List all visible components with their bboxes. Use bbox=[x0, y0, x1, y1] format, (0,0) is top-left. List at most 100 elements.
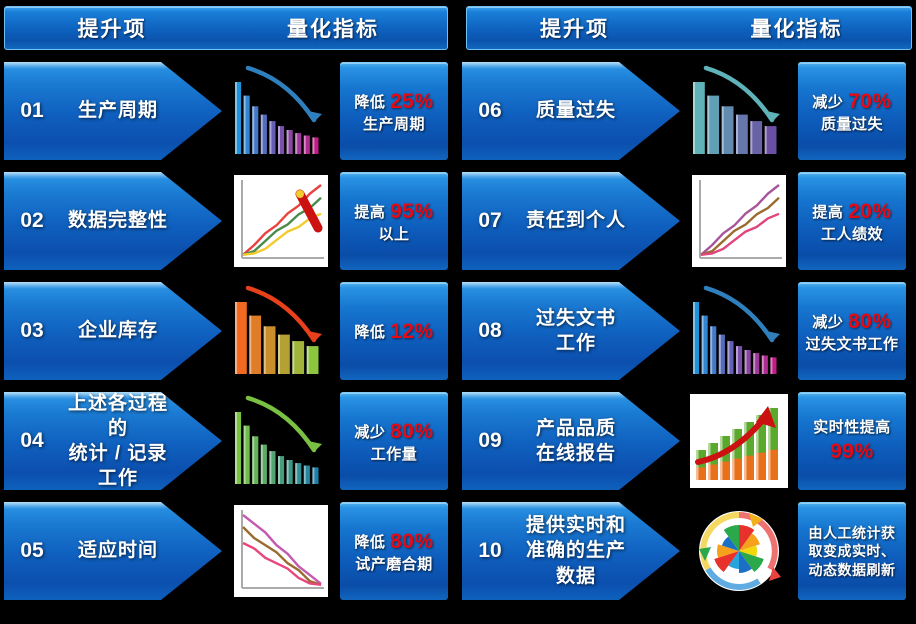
improvement-item-card-02[interactable]: 02 数据完整性 bbox=[4, 172, 222, 270]
item-title-line: 统计 / 记录工作 bbox=[68, 443, 168, 490]
metric-text: 质量过失 bbox=[820, 116, 883, 134]
metric-text: 减少 bbox=[812, 314, 849, 332]
metric-text: 过失文书工作 bbox=[805, 336, 899, 354]
metric-line: 降低 80% bbox=[354, 528, 433, 555]
metric-box-02[interactable]: 提高 95% 以上 bbox=[340, 172, 448, 270]
item-title-line: 在线报告 bbox=[535, 443, 616, 464]
row-01: 01 生产周期 降低 25% 生产周期 bbox=[0, 56, 458, 166]
metric-line: 99% bbox=[830, 438, 874, 465]
item-number: 10 bbox=[478, 539, 502, 562]
metric-box-04[interactable]: 减少 80% 工作量 bbox=[340, 392, 448, 490]
metric-text: 工人绩效 bbox=[820, 226, 883, 244]
rising-line-chart-multicolor-icon bbox=[684, 168, 794, 274]
metric-text: 以上 bbox=[378, 226, 410, 244]
metric-box-05[interactable]: 降低 80% 试产磨合期 bbox=[340, 502, 448, 600]
metric-line: 由人工统计获 bbox=[809, 524, 896, 542]
metric-line: 取变成实时、 bbox=[809, 542, 896, 560]
item-title-line: 工作 bbox=[555, 333, 596, 354]
metric-line: 降低 25% bbox=[354, 88, 433, 115]
metric-line: 减少 80% bbox=[812, 308, 891, 335]
metric-text: 减少 bbox=[812, 94, 849, 112]
metric-line: 实时性提高 bbox=[813, 418, 891, 438]
header-right-col1: 提升项 bbox=[540, 18, 609, 41]
metric-text: 试产磨合期 bbox=[355, 556, 433, 574]
metric-highlight-value: 99% bbox=[830, 439, 874, 463]
descending-bar-chart-orange-green-icon bbox=[226, 278, 336, 384]
item-title: 产品品质 在线报告 bbox=[518, 416, 680, 466]
row-07: 07 责任到个人 提高 20% 工人绩效 bbox=[458, 166, 916, 276]
item-title: 提供实时和准确的生产数据 bbox=[518, 513, 680, 588]
item-title-line: 过失文书 bbox=[535, 307, 616, 329]
improvement-item-card-05[interactable]: 05 适应时间 bbox=[4, 502, 222, 600]
item-title-line: 准确的生产数据 bbox=[525, 540, 626, 587]
metric-line: 工作量 bbox=[371, 445, 418, 465]
row-05: 05 适应时间 降低 80% 试产磨合期 bbox=[0, 496, 458, 606]
item-title: 过失文书 工作 bbox=[518, 306, 680, 356]
improvement-item-card-01[interactable]: 01 生产周期 bbox=[4, 62, 222, 160]
metric-highlight-value: 80% bbox=[390, 530, 434, 554]
item-number: 01 bbox=[20, 99, 44, 122]
improvement-item-card-03[interactable]: 03 企业库存 bbox=[4, 282, 222, 380]
header-left-col1: 提升项 bbox=[77, 18, 147, 41]
item-title-line: 提供实时和 bbox=[525, 515, 626, 537]
item-title: 质量过失 bbox=[518, 98, 680, 123]
metric-line: 工人绩效 bbox=[821, 225, 883, 245]
item-number: 06 bbox=[478, 99, 502, 122]
row-08: 08 过失文书 工作 减少 80% 过失文书工作 bbox=[458, 276, 916, 386]
metric-text: 减少 bbox=[354, 424, 391, 442]
metric-text: 降低 bbox=[354, 534, 391, 552]
metric-text: 生产周期 bbox=[362, 116, 425, 134]
item-title-line: 上述各过程的 bbox=[67, 392, 168, 439]
metric-box-07[interactable]: 提高 20% 工人绩效 bbox=[798, 172, 906, 270]
declining-line-chart-pink-icon bbox=[226, 498, 336, 604]
item-title: 上述各过程的 统计 / 记录工作 bbox=[60, 392, 222, 490]
item-title: 责任到个人 bbox=[518, 208, 680, 233]
metric-text: 提高 bbox=[812, 204, 849, 222]
metric-box-03[interactable]: 降低 12% bbox=[340, 282, 448, 380]
metric-line: 减少 80% bbox=[354, 418, 433, 445]
item-number: 03 bbox=[20, 319, 44, 342]
item-title: 适应时间 bbox=[60, 538, 222, 563]
item-title: 企业库存 bbox=[60, 318, 222, 343]
improvement-item-card-04[interactable]: 04 上述各过程的 统计 / 记录工作 bbox=[4, 392, 222, 490]
rising-bar-chart-with-red-arrow-icon bbox=[684, 388, 794, 494]
metric-line: 试产磨合期 bbox=[355, 555, 433, 575]
item-number: 04 bbox=[20, 429, 44, 452]
row-06: 06 质量过失 减少 70% 质量过失 bbox=[458, 56, 916, 166]
item-number: 05 bbox=[20, 539, 44, 562]
improvement-item-card-09[interactable]: 09 产品品质 在线报告 bbox=[462, 392, 680, 490]
improvement-item-card-08[interactable]: 08 过失文书 工作 bbox=[462, 282, 680, 380]
descending-bar-chart-blue-magenta-icon bbox=[226, 58, 336, 164]
header-bar-right: 提升项 量化指标 bbox=[466, 6, 912, 50]
metric-highlight-value: 70% bbox=[848, 90, 892, 114]
metric-line: 动态数据刷新 bbox=[809, 561, 896, 579]
item-number: 02 bbox=[20, 209, 44, 232]
metric-box-06[interactable]: 减少 70% 质量过失 bbox=[798, 62, 906, 160]
metric-line: 提高 95% bbox=[354, 198, 433, 225]
metric-box-01[interactable]: 降低 25% 生产周期 bbox=[340, 62, 448, 160]
item-title: 生产周期 bbox=[60, 98, 222, 123]
item-number: 07 bbox=[478, 209, 502, 232]
metric-box-10[interactable]: 由人工统计获 取变成实时、 动态数据刷新 bbox=[798, 502, 906, 600]
metric-text: 降低 bbox=[354, 323, 391, 341]
rising-line-chart-with-marker-icon bbox=[226, 168, 336, 274]
row-04: 04 上述各过程的 统计 / 记录工作 减少 80% 工作量 bbox=[0, 386, 458, 496]
header-bar-left: 提升项 量化指标 bbox=[4, 6, 448, 50]
metric-box-09[interactable]: 实时性提高 99% bbox=[798, 392, 906, 490]
metric-box-08[interactable]: 减少 80% 过失文书工作 bbox=[798, 282, 906, 380]
item-title-line: 适应时间 bbox=[77, 540, 158, 562]
metric-text: 工作量 bbox=[370, 446, 418, 464]
row-10: 10 提供实时和准确的生产数据 由人工统计获 取变成实时、 动态数据刷新 bbox=[458, 496, 916, 606]
item-title-line: 生产周期 bbox=[77, 100, 158, 122]
metric-text: 由人工统计获 bbox=[808, 525, 896, 542]
improvement-item-card-06[interactable]: 06 质量过失 bbox=[462, 62, 680, 160]
item-number: 09 bbox=[478, 429, 502, 452]
metric-highlight-value: 25% bbox=[390, 90, 434, 114]
metric-highlight-value: 80% bbox=[390, 420, 434, 444]
improvement-item-card-10[interactable]: 10 提供实时和准确的生产数据 bbox=[462, 502, 680, 600]
improvement-item-card-07[interactable]: 07 责任到个人 bbox=[462, 172, 680, 270]
row-03: 03 企业库存 降低 12% bbox=[0, 276, 458, 386]
item-title-line: 责任到个人 bbox=[525, 210, 626, 232]
color-wheel-cycle-icon bbox=[684, 498, 794, 604]
